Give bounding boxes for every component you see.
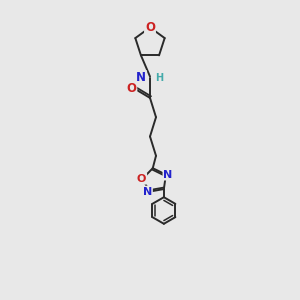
Text: O: O [137,174,146,184]
Text: H: H [155,73,163,82]
Text: N: N [143,187,152,196]
Text: O: O [126,82,136,95]
Text: N: N [164,169,173,180]
Text: O: O [145,21,155,34]
Text: N: N [136,71,146,84]
